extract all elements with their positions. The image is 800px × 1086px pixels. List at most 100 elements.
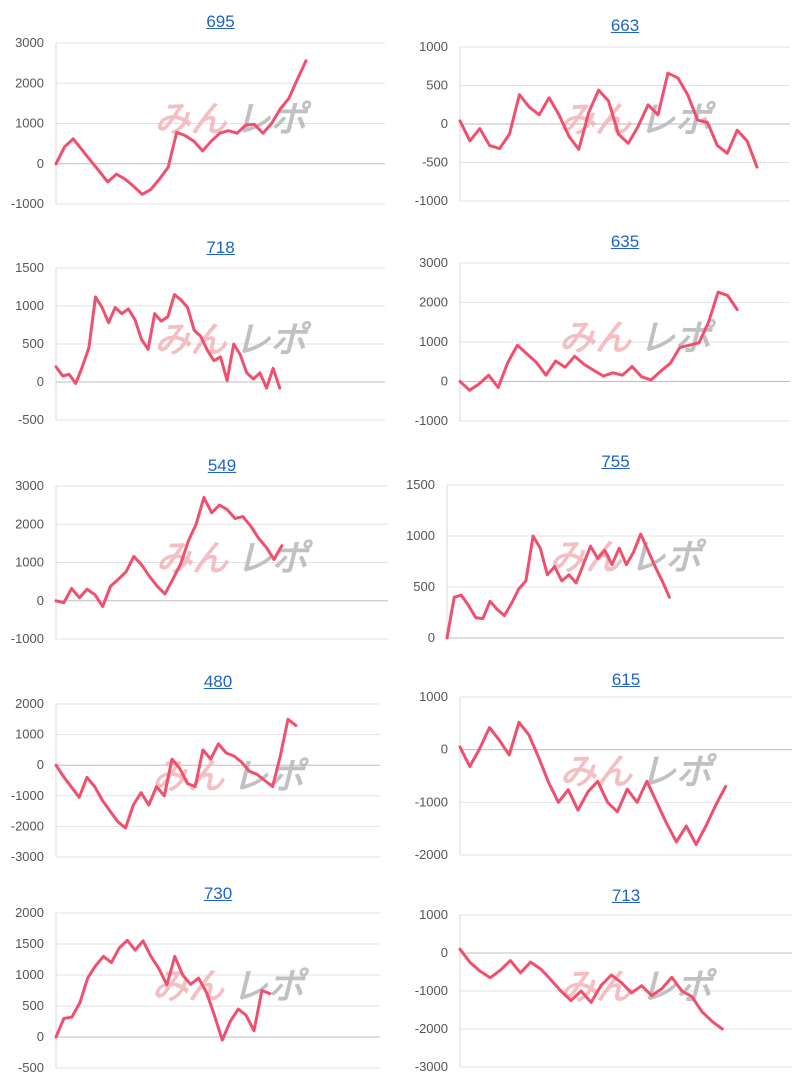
y-tick-label: 500 (413, 579, 435, 594)
y-tick-label: 500 (426, 78, 448, 93)
chart-panel-2: 1000 500 0 -500 -1000 みん レポ 663 (400, 0, 800, 215)
watermark-part-2: レポ (630, 538, 708, 579)
chart-panel-6: 1500 1000 500 0 みん レポ 755 (400, 452, 800, 662)
y-tick-label: 1000 (15, 116, 44, 131)
y-tick-label: 1500 (406, 477, 435, 492)
y-tick-label: 0 (37, 1029, 44, 1044)
watermark-part-2: レポ (235, 320, 313, 361)
y-tick-label: -1000 (11, 196, 44, 211)
y-tick-label: 500 (22, 336, 44, 351)
watermark-logo: みん レポ (560, 752, 718, 793)
chart-panel-9: 2000 1500 1000 500 0 -500 みん レポ 730 (0, 880, 400, 1086)
chart-panel-10: 1000 0 -1000 -2000 -3000 みん レポ 713 (400, 880, 800, 1086)
y-tick-label: -500 (18, 1060, 44, 1075)
chart-panel-1: 3000 2000 1000 0 -1000 みん レポ 695 (0, 0, 400, 215)
y-tick-label: 1000 (419, 39, 448, 54)
watermark-part-1: みん (559, 318, 632, 359)
y-tick-label: -500 (422, 155, 448, 170)
line-chart: 2000 1500 1000 500 0 -500 みん レポ (15, 905, 380, 1075)
chart-title-link[interactable]: 549 (207, 456, 237, 475)
y-tick-label: -3000 (11, 849, 44, 864)
y-tick-label: -1000 (11, 631, 44, 646)
y-tick-label: 2000 (15, 75, 44, 90)
chart-panel-5: 3000 2000 1000 0 -1000 みん レポ 549 (0, 452, 400, 662)
chart-title-link[interactable]: 695 (206, 12, 235, 31)
watermark-part-2: レポ (232, 757, 310, 798)
y-tick-label: 3000 (15, 35, 44, 50)
series-line (54, 496, 284, 608)
watermark-logo: みん レポ (154, 320, 312, 361)
y-tick-label: -500 (18, 412, 44, 427)
watermark-part-1: みん (560, 752, 633, 793)
series-line (458, 947, 724, 1031)
y-tick-label: 2000 (15, 905, 44, 920)
chart-title-link[interactable]: 730 (203, 884, 233, 903)
y-tick-label: -3000 (415, 1059, 448, 1074)
line-chart: 1000 0 -1000 -2000 みん レポ (415, 689, 792, 862)
y-tick-label: -2000 (415, 1021, 448, 1036)
watermark-logo: みん レポ (559, 318, 717, 359)
series-line (54, 938, 272, 1042)
chart-panel-8: 1000 0 -1000 -2000 みん レポ 615 (400, 670, 800, 870)
chart-panel-4: 3000 2000 1000 0 -1000 みん レポ 635 (400, 230, 800, 440)
y-tick-label: 0 (441, 116, 448, 131)
watermark-part-1: みん (154, 100, 227, 141)
y-tick-label: 1500 (15, 260, 44, 275)
series-line (54, 717, 298, 830)
watermark-part-1: みん (152, 967, 225, 1008)
y-tick-label: 0 (37, 757, 44, 772)
series-line (458, 71, 759, 169)
y-tick-label: 1000 (419, 334, 448, 349)
chart-title-link[interactable]: 480 (203, 672, 233, 691)
y-tick-label: -1000 (415, 193, 448, 208)
y-tick-label: 2000 (15, 516, 44, 531)
watermark-part-1: みん (152, 757, 225, 798)
series-line (458, 290, 739, 392)
y-tick-label: 1500 (15, 936, 44, 951)
y-tick-label: 1000 (15, 555, 44, 570)
watermark-part-1: みん (154, 320, 227, 361)
y-tick-label: 0 (37, 156, 44, 171)
y-tick-label: 500 (22, 998, 44, 1013)
chart-panel-3: 1500 1000 500 0 -500 みん レポ 718 (0, 230, 400, 440)
y-tick-label: -1000 (11, 788, 44, 803)
y-tick-label: 1000 (419, 689, 448, 704)
chart-title-link[interactable]: 718 (206, 238, 235, 257)
chart-title-link[interactable]: 615 (611, 670, 641, 689)
watermark-logo: みん レポ (152, 967, 310, 1008)
chart-title-link[interactable]: 713 (611, 886, 641, 905)
line-chart: 2000 1000 0 -1000 -2000 -3000 みん レポ (11, 696, 380, 864)
y-tick-label: 3000 (15, 478, 44, 493)
y-tick-label: 0 (37, 593, 44, 608)
y-tick-label: 1000 (15, 727, 44, 742)
y-tick-label: 1000 (15, 298, 44, 313)
y-tick-label: 2000 (15, 696, 44, 711)
y-tick-label: -1000 (415, 794, 448, 809)
y-tick-label: -1000 (415, 983, 448, 998)
y-tick-label: 0 (441, 945, 448, 960)
series-line (445, 532, 671, 640)
y-tick-label: 2000 (419, 295, 448, 310)
chart-title-link[interactable]: 635 (610, 232, 640, 251)
line-chart: 1000 0 -1000 -2000 -3000 みん レポ (415, 907, 792, 1074)
y-tick-label: 1000 (15, 967, 44, 982)
y-tick-label: -2000 (11, 818, 44, 833)
watermark-part-1: みん (156, 539, 229, 580)
watermark-logo: みん レポ (152, 757, 310, 798)
chart-title-link[interactable]: 755 (601, 452, 630, 471)
y-tick-label: -2000 (415, 847, 448, 862)
watermark-logo: みん レポ (560, 967, 718, 1008)
line-chart: 1500 1000 500 0 -500 みん レポ (15, 260, 385, 427)
chart-panel-7: 2000 1000 0 -1000 -2000 -3000 みん レポ 480 (0, 670, 400, 870)
series-line (54, 293, 282, 390)
watermark-logo: みん レポ (156, 539, 314, 580)
chart-title-link[interactable]: 663 (610, 16, 640, 35)
y-tick-label: 0 (441, 374, 448, 389)
y-tick-label: 1000 (419, 907, 448, 922)
y-tick-label: 3000 (419, 255, 448, 270)
watermark-part-2: レポ (640, 752, 718, 793)
